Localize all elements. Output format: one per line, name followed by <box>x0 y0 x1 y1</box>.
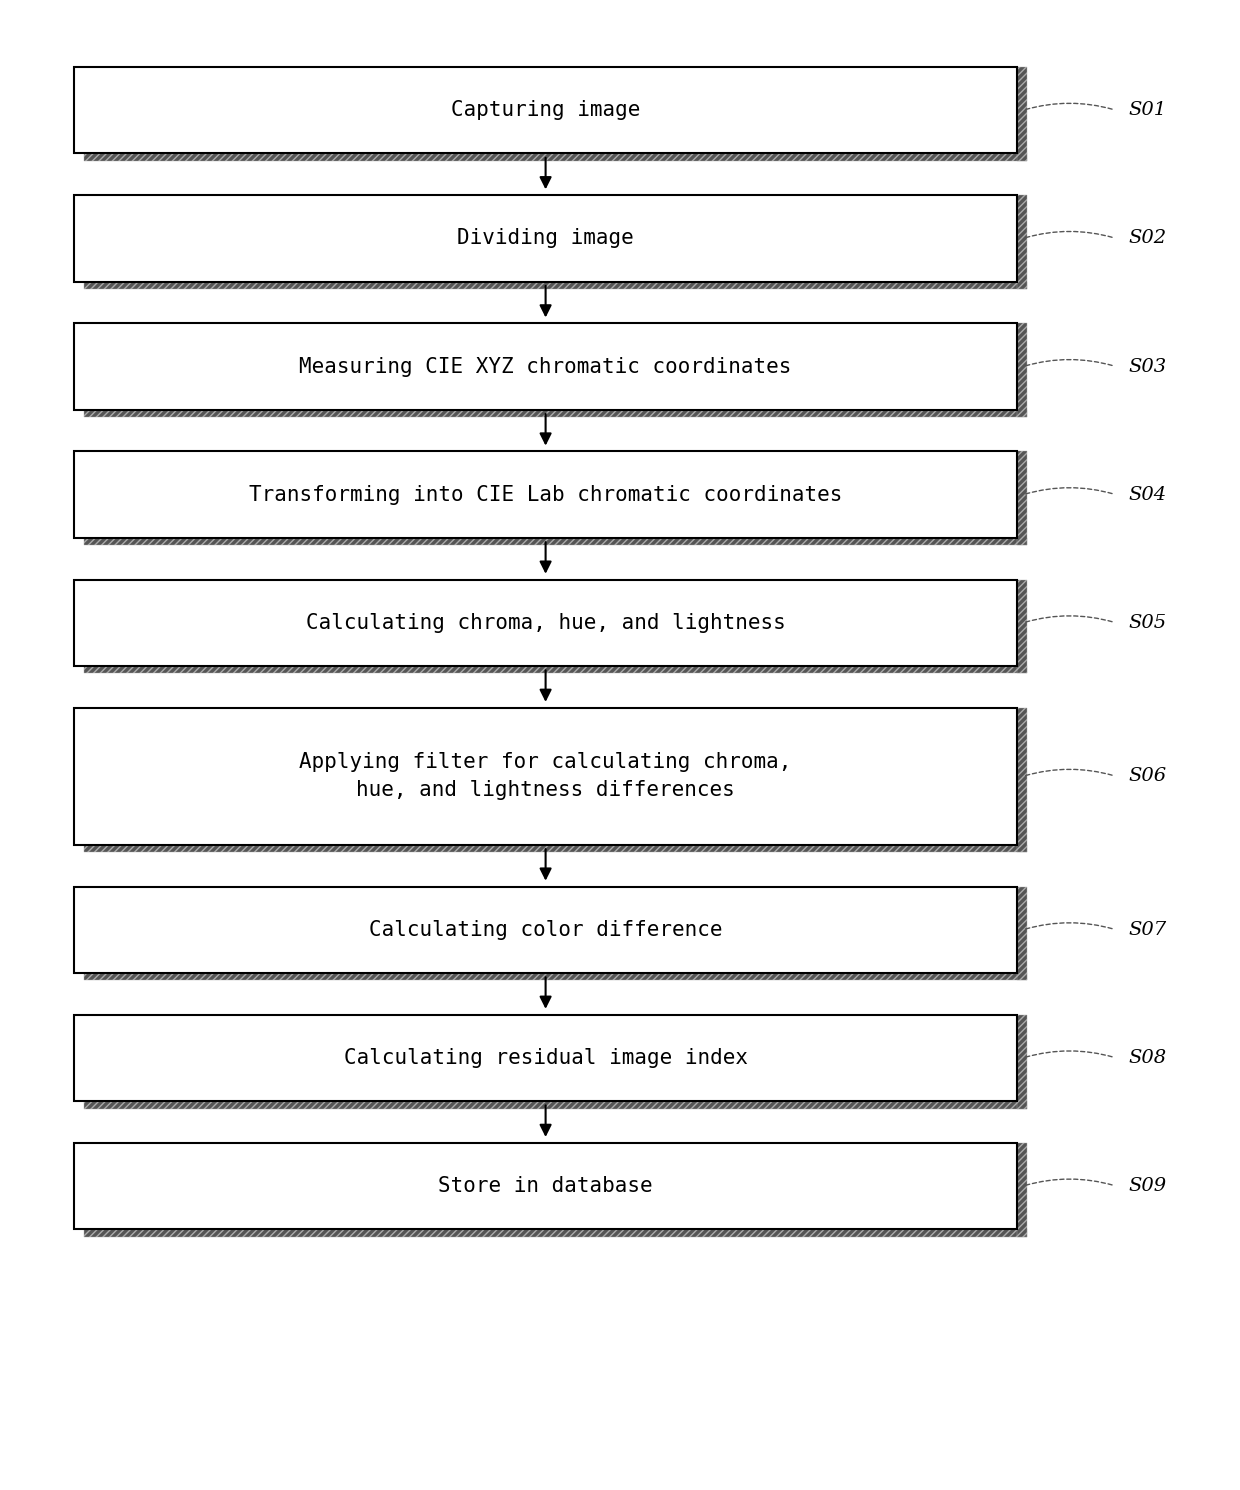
Bar <box>1017 580 1027 673</box>
Text: Measuring CIE XYZ chromatic coordinates: Measuring CIE XYZ chromatic coordinates <box>299 356 792 377</box>
Bar <box>1017 67 1027 161</box>
Text: Calculating chroma, hue, and lightness: Calculating chroma, hue, and lightness <box>306 612 785 633</box>
Text: S07: S07 <box>1128 921 1167 939</box>
Bar <box>1017 323 1027 417</box>
Bar <box>84 845 1027 852</box>
Bar <box>1017 580 1027 673</box>
Text: S09: S09 <box>1128 1177 1167 1195</box>
Text: Dividing image: Dividing image <box>458 228 634 249</box>
Bar <box>74 708 1017 845</box>
Text: S01: S01 <box>1128 101 1167 119</box>
Bar <box>74 323 1017 410</box>
Bar <box>84 410 1027 417</box>
Bar <box>1017 195 1027 289</box>
Bar <box>1017 1143 1027 1237</box>
Bar <box>1017 451 1027 545</box>
Bar <box>84 1229 1027 1237</box>
Bar <box>1017 67 1027 161</box>
Bar <box>84 1101 1027 1109</box>
Bar <box>1017 195 1027 289</box>
Bar <box>74 580 1017 666</box>
Bar <box>1017 887 1027 980</box>
Text: Calculating color difference: Calculating color difference <box>368 919 723 940</box>
Text: Applying filter for calculating chroma,
hue, and lightness differences: Applying filter for calculating chroma, … <box>299 752 792 800</box>
Bar <box>1017 708 1027 852</box>
Bar <box>84 153 1027 161</box>
Bar <box>84 282 1027 289</box>
Text: Capturing image: Capturing image <box>451 100 640 121</box>
Text: Transforming into CIE Lab chromatic coordinates: Transforming into CIE Lab chromatic coor… <box>249 484 842 505</box>
Text: Store in database: Store in database <box>438 1176 653 1196</box>
Bar <box>1017 708 1027 852</box>
Text: Calculating residual image index: Calculating residual image index <box>343 1047 748 1068</box>
Bar <box>84 538 1027 545</box>
Bar <box>74 1143 1017 1229</box>
Bar <box>84 538 1027 545</box>
Bar <box>84 153 1027 161</box>
Bar <box>1017 1015 1027 1109</box>
Bar <box>84 973 1027 980</box>
Text: S05: S05 <box>1128 614 1167 632</box>
Bar <box>74 451 1017 538</box>
Bar <box>74 1015 1017 1101</box>
Text: S04: S04 <box>1128 486 1167 504</box>
Bar <box>1017 887 1027 980</box>
Bar <box>84 410 1027 417</box>
Bar <box>84 1101 1027 1109</box>
Bar <box>84 1229 1027 1237</box>
Bar <box>74 67 1017 153</box>
Bar <box>84 666 1027 673</box>
Text: S03: S03 <box>1128 358 1167 375</box>
Text: S08: S08 <box>1128 1049 1167 1067</box>
Bar <box>1017 1015 1027 1109</box>
Bar <box>84 666 1027 673</box>
Bar <box>1017 451 1027 545</box>
Bar <box>1017 323 1027 417</box>
Bar <box>74 887 1017 973</box>
Text: S02: S02 <box>1128 229 1167 247</box>
Bar <box>84 845 1027 852</box>
Bar <box>84 973 1027 980</box>
Bar <box>1017 1143 1027 1237</box>
Bar <box>84 282 1027 289</box>
Text: S06: S06 <box>1128 767 1167 785</box>
Bar <box>74 195 1017 282</box>
